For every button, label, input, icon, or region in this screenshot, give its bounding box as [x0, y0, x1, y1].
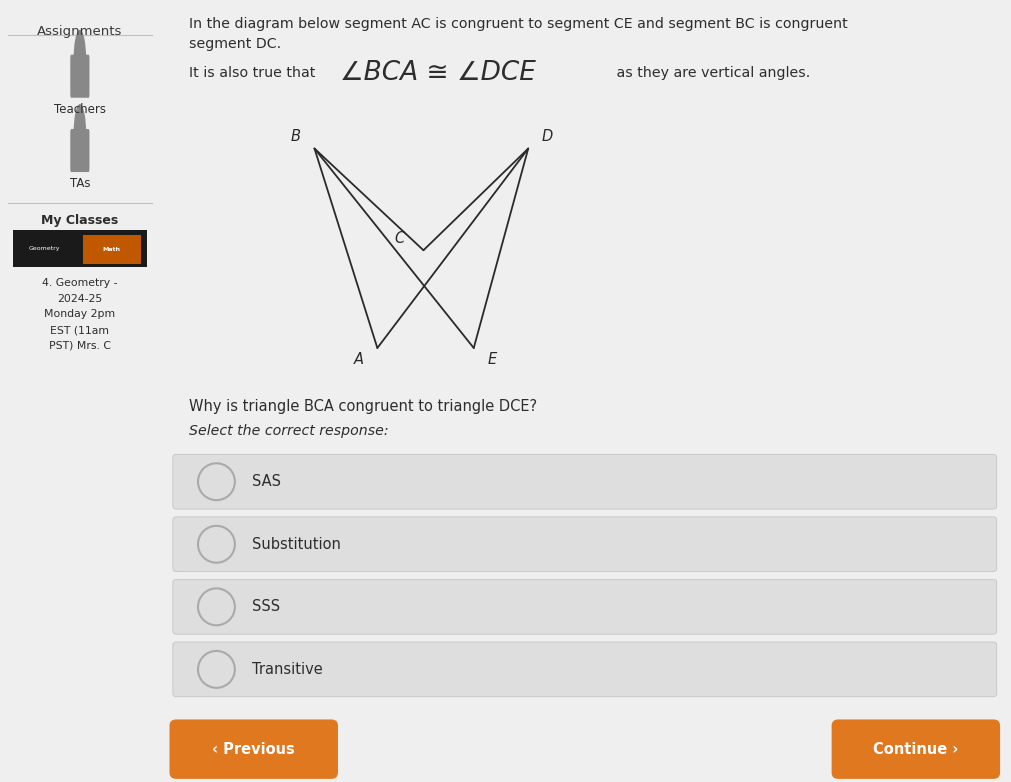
Text: 2024-25: 2024-25 [58, 294, 102, 303]
Text: It is also true that: It is also true that [189, 66, 319, 80]
Text: SSS: SSS [252, 599, 280, 615]
FancyBboxPatch shape [173, 579, 997, 634]
Text: as they are vertical angles.: as they are vertical angles. [612, 66, 810, 80]
Text: A: A [354, 352, 364, 367]
Text: Substitution: Substitution [252, 536, 341, 552]
Text: ∠BCA ≅ ∠DCE: ∠BCA ≅ ∠DCE [340, 60, 536, 86]
FancyBboxPatch shape [13, 230, 147, 267]
Text: Geometry: Geometry [29, 246, 61, 251]
FancyBboxPatch shape [83, 235, 141, 264]
Text: Math: Math [103, 247, 121, 252]
Text: ‹ Previous: ‹ Previous [212, 741, 295, 757]
Text: Transitive: Transitive [252, 662, 323, 677]
Text: SAS: SAS [252, 474, 281, 490]
Text: B: B [291, 129, 301, 144]
Text: 4. Geometry -: 4. Geometry - [42, 278, 117, 288]
FancyBboxPatch shape [71, 55, 89, 98]
Text: Why is triangle BCA congruent to triangle DCE?: Why is triangle BCA congruent to triangl… [189, 399, 537, 414]
Text: E: E [487, 352, 496, 367]
Circle shape [74, 30, 86, 92]
FancyBboxPatch shape [832, 719, 1000, 779]
FancyBboxPatch shape [170, 719, 338, 779]
Text: Select the correct response:: Select the correct response: [189, 424, 388, 438]
FancyBboxPatch shape [173, 454, 997, 509]
Text: D: D [542, 129, 553, 144]
Text: TAs: TAs [70, 178, 90, 190]
Text: Teachers: Teachers [54, 103, 106, 116]
Text: Continue ›: Continue › [874, 741, 958, 757]
FancyBboxPatch shape [173, 517, 997, 572]
FancyBboxPatch shape [71, 129, 89, 172]
Circle shape [74, 104, 86, 167]
Text: Assignments: Assignments [37, 25, 122, 38]
Text: Monday 2pm: Monday 2pm [44, 310, 115, 319]
Text: My Classes: My Classes [41, 214, 118, 227]
Text: C: C [394, 231, 405, 246]
Text: PST) Mrs. C: PST) Mrs. C [49, 341, 111, 350]
Text: In the diagram below segment AC is congruent to segment CE and segment BC is con: In the diagram below segment AC is congr… [189, 17, 847, 31]
Text: segment DC.: segment DC. [189, 37, 281, 51]
FancyBboxPatch shape [173, 642, 997, 697]
Text: EST (11am: EST (11am [51, 325, 109, 335]
